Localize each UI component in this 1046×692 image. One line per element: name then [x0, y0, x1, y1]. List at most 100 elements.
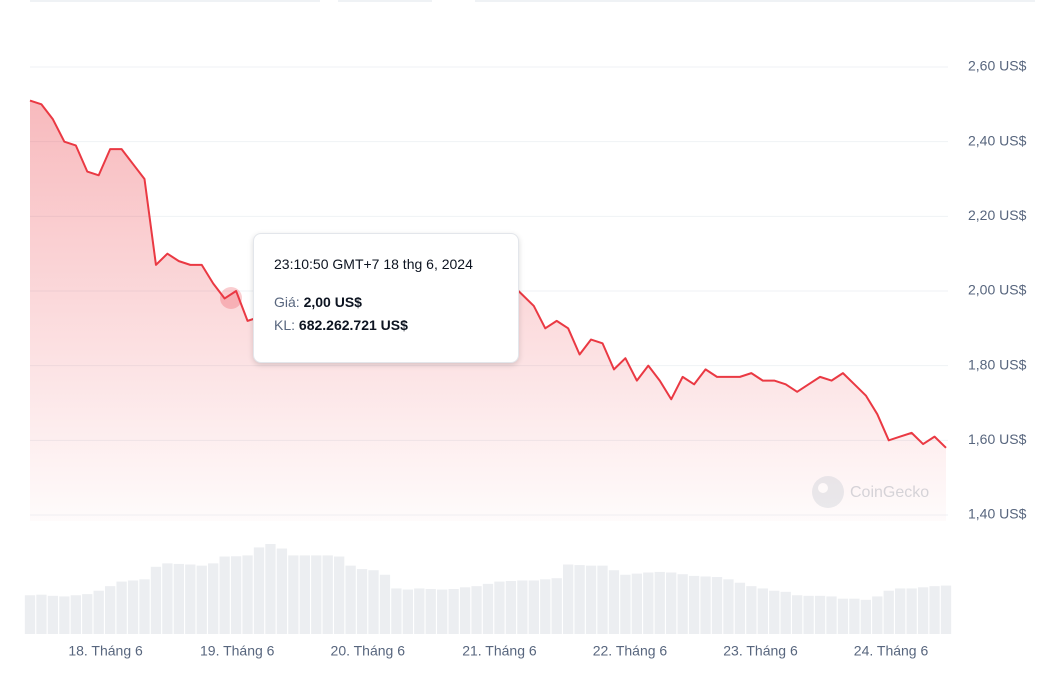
volume-bar: [379, 574, 391, 634]
volume-bar: [608, 570, 620, 634]
volume-bar: [345, 565, 356, 634]
volume-bar: [654, 571, 665, 634]
volume-bar: [185, 564, 196, 634]
volume-bar: [494, 581, 505, 634]
x-tick-label: 18. Tháng 6: [68, 643, 143, 659]
volume-bar: [471, 586, 482, 634]
volume-bar: [746, 586, 757, 634]
volume-bar: [24, 595, 36, 634]
volume-bar: [849, 598, 860, 634]
volume-bar: [677, 574, 688, 634]
volume-bar: [93, 590, 104, 634]
volume-bar: [448, 589, 459, 634]
volume-bar: [116, 581, 127, 634]
volume-bar: [127, 580, 139, 634]
volume-bar: [700, 576, 711, 634]
watermark: CoinGecko: [812, 476, 929, 508]
volume-bar: [230, 556, 242, 634]
tooltip: 23:10:50 GMT+7 18 thg 6, 2024 Giá: 2,00 …: [253, 233, 519, 363]
top-tab: [30, 0, 320, 2]
volume-bar: [368, 570, 379, 634]
volume-bar: [757, 588, 768, 634]
volume-bar: [917, 587, 929, 634]
volume-bar: [906, 588, 917, 634]
volume-bar: [322, 555, 333, 634]
volume-bar: [150, 566, 162, 634]
volume-bar: [597, 565, 608, 634]
volume-bar: [173, 563, 185, 634]
volume-bar: [459, 587, 471, 634]
tooltip-volume-label: KL:: [274, 317, 296, 333]
volume-bar: [219, 556, 230, 634]
volume-bar: [562, 564, 574, 634]
y-tick-label: 2,20 US$: [968, 207, 1027, 223]
volume-bar: [425, 589, 436, 634]
volume-bar: [837, 598, 849, 634]
volume-bar: [803, 595, 814, 634]
volume-bar: [643, 572, 654, 634]
volume-bar: [929, 586, 940, 634]
volume-bar: [333, 556, 345, 634]
volume-bar: [402, 589, 414, 634]
y-tick-label: 1,80 US$: [968, 356, 1027, 372]
volume-bar: [196, 565, 207, 634]
volume-bar: [711, 577, 723, 634]
y-tick-label: 1,60 US$: [968, 431, 1027, 447]
volume-bar: [70, 595, 81, 634]
watermark-logo-eye: [818, 483, 828, 493]
top-tab: [338, 0, 432, 2]
volume-bar: [276, 548, 288, 634]
volume-bar: [253, 547, 265, 634]
volume-bar: [356, 569, 368, 634]
x-tick-label: 23. Tháng 6: [723, 643, 798, 659]
x-tick-label: 19. Tháng 6: [200, 643, 275, 659]
volume-bar: [814, 595, 826, 634]
volume-bar: [666, 572, 677, 634]
volume-bar: [895, 588, 906, 634]
volume-bar: [437, 589, 448, 634]
y-tick-label: 2,00 US$: [968, 282, 1027, 298]
volume-bar: [162, 563, 173, 634]
volume-bar: [242, 555, 253, 634]
y-tick-label: 2,40 US$: [968, 132, 1027, 148]
tooltip-price: 2,00 US$: [303, 294, 362, 310]
volume-bar: [391, 588, 402, 634]
volume-bar: [883, 590, 894, 634]
volume-bar: [299, 555, 310, 634]
volume-bar: [860, 599, 872, 634]
volume-bar: [791, 595, 803, 634]
volume-bar: [528, 580, 539, 634]
volume-bar: [82, 594, 93, 634]
tooltip-volume: 682.262.721 US$: [298, 317, 408, 333]
tooltip-price-label: Giá:: [274, 294, 300, 310]
x-tick-label: 24. Tháng 6: [854, 643, 929, 659]
volume-bar: [620, 574, 631, 634]
volume-bar: [139, 579, 150, 634]
volume-bar: [36, 594, 47, 634]
volume-bar: [826, 596, 837, 634]
watermark-text: CoinGecko: [850, 484, 929, 501]
volume-bar: [631, 573, 643, 634]
x-tick-label: 22. Tháng 6: [593, 643, 668, 659]
hover-point: [220, 287, 242, 309]
top-tab: [475, 0, 1035, 2]
volume-bar: [517, 580, 528, 634]
volume-bar: [551, 578, 562, 634]
tooltip-time: 23:10:50 GMT+7 18 thg 6, 2024: [274, 256, 473, 272]
x-tick-label: 20. Tháng 6: [331, 643, 406, 659]
y-tick-label: 2,60 US$: [968, 58, 1027, 74]
volume-bar: [734, 582, 746, 634]
volume-bar: [482, 583, 494, 634]
volume-bar: [723, 579, 734, 634]
volume-bar: [585, 565, 597, 634]
y-tick-label: 1,40 US$: [968, 506, 1027, 522]
volume-bar: [208, 563, 219, 634]
volume-bars: [24, 544, 952, 634]
volume-bar: [505, 581, 517, 634]
volume-bar: [59, 596, 70, 634]
volume-bar: [288, 555, 299, 634]
volume-bar: [414, 588, 425, 634]
watermark-logo: [812, 476, 844, 508]
